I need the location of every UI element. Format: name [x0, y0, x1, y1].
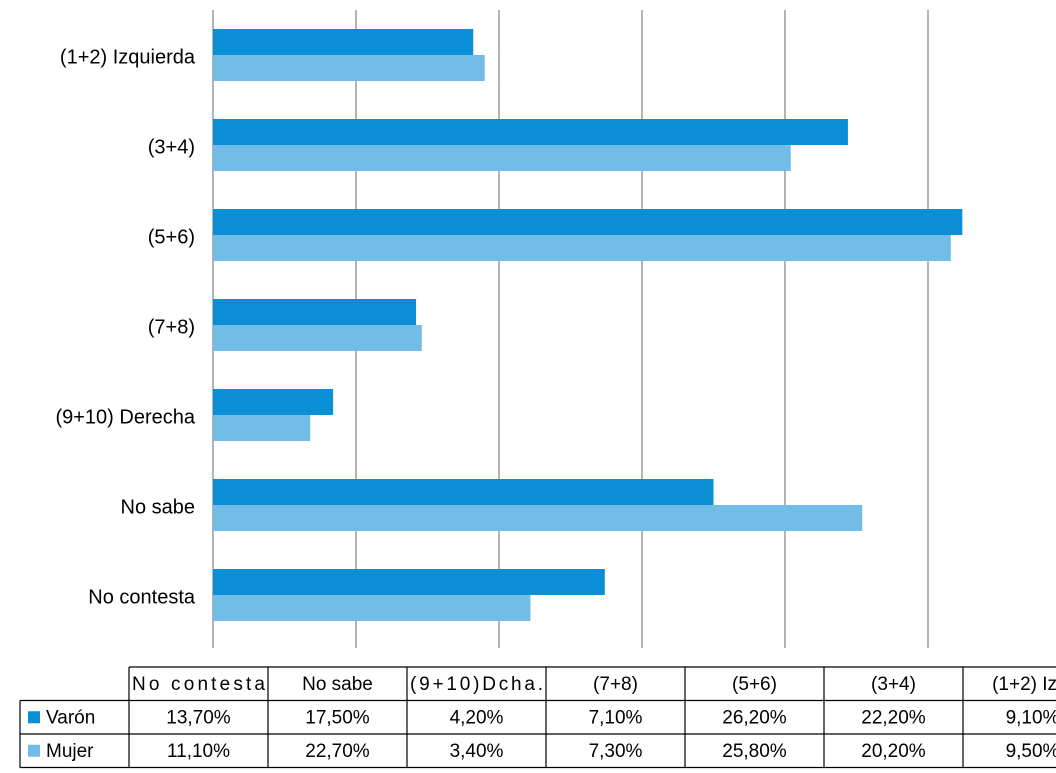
table-header: (7+8) [593, 674, 638, 695]
legend-swatch [28, 744, 40, 757]
y-tick-label: (7+8) [148, 316, 195, 338]
y-tick-label: (5+6) [148, 226, 195, 248]
table-value: 3,40% [450, 741, 504, 762]
table-value: 9,50% [1006, 741, 1056, 762]
bar [213, 325, 422, 351]
legend-label: Mujer [46, 741, 94, 762]
legend-label: Varón [46, 707, 95, 728]
y-tick-label: (3+4) [148, 136, 195, 158]
table-header: No sabe [302, 674, 373, 695]
bar [213, 595, 531, 621]
table-value: 25,80% [722, 741, 787, 762]
bar [213, 569, 605, 595]
bar [213, 29, 474, 55]
bar [213, 505, 863, 531]
bar [213, 145, 791, 171]
table-header: (3+4) [871, 674, 916, 695]
y-tick-label: No sabe [121, 496, 196, 518]
table-value: 7,10% [589, 707, 643, 728]
bar [213, 299, 417, 325]
bar [213, 209, 963, 235]
table-value: 13,70% [166, 707, 231, 728]
legend-swatch [28, 711, 40, 724]
table-value: 22,20% [861, 707, 926, 728]
bar [213, 479, 714, 505]
table-value: 26,20% [722, 707, 787, 728]
table-value: 22,70% [305, 741, 370, 762]
bar [213, 119, 848, 145]
table-header: (9+10)Dcha. [410, 674, 543, 695]
table-value: 7,30% [589, 741, 643, 762]
table-value: 4,20% [450, 707, 504, 728]
table-header: No contesta [132, 674, 265, 695]
y-tick-label: No contesta [88, 586, 196, 608]
table-header: (1+2) Izq. [992, 674, 1056, 695]
table-value: 9,10% [1006, 707, 1056, 728]
table-value: 11,10% [167, 741, 230, 762]
table-header: (5+6) [732, 674, 777, 695]
table-value: 20,20% [861, 741, 926, 762]
bar [213, 389, 334, 415]
table-value: 17,50% [305, 707, 370, 728]
bar [213, 415, 311, 441]
y-tick-label: (9+10) Derecha [55, 406, 195, 428]
bar [213, 235, 951, 261]
bar [213, 55, 485, 81]
y-tick-label: (1+2) Izquierda [60, 46, 196, 68]
